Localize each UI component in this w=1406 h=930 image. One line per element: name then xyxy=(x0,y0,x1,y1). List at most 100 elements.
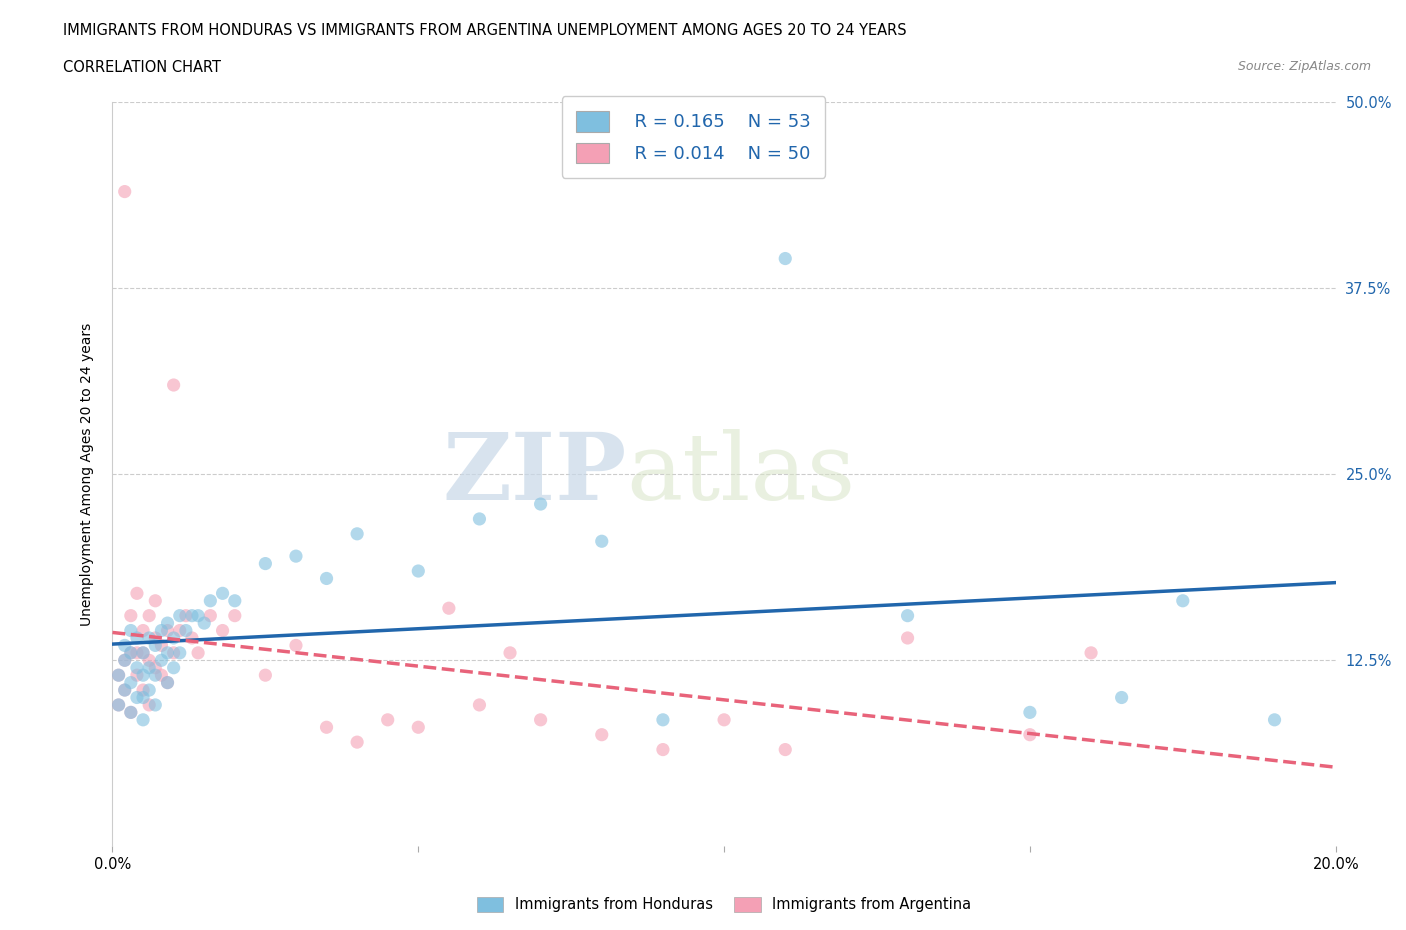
Point xyxy=(187,645,209,660)
Point xyxy=(156,675,179,690)
Point xyxy=(132,623,155,638)
Point xyxy=(530,712,553,727)
Point xyxy=(169,623,191,638)
Point xyxy=(143,660,166,675)
Point xyxy=(120,645,142,660)
Point xyxy=(125,668,148,683)
Point xyxy=(169,645,191,660)
Point xyxy=(187,608,209,623)
Point xyxy=(163,645,186,660)
Point xyxy=(775,251,797,266)
Point xyxy=(437,601,460,616)
Point xyxy=(138,683,160,698)
Point xyxy=(1264,712,1286,727)
Point xyxy=(254,556,277,571)
Point xyxy=(138,653,160,668)
Point xyxy=(346,526,368,541)
Point xyxy=(1018,727,1040,742)
Point xyxy=(1080,645,1102,660)
Point xyxy=(143,631,166,645)
Point xyxy=(254,668,277,683)
Y-axis label: Unemployment Among Ages 20 to 24 years: Unemployment Among Ages 20 to 24 years xyxy=(80,323,94,626)
Point xyxy=(138,660,160,675)
Point xyxy=(107,698,129,712)
Point xyxy=(143,638,166,653)
Point xyxy=(284,549,308,564)
Point xyxy=(163,631,186,645)
Point xyxy=(125,631,148,645)
Point xyxy=(114,653,136,668)
Point xyxy=(125,586,148,601)
Point xyxy=(138,608,160,623)
Point xyxy=(138,631,160,645)
Point xyxy=(591,534,613,549)
Point xyxy=(315,720,337,735)
Point xyxy=(132,683,155,698)
Text: Source: ZipAtlas.com: Source: ZipAtlas.com xyxy=(1237,60,1371,73)
Point xyxy=(114,683,136,698)
Point xyxy=(150,638,173,653)
Point xyxy=(120,623,142,638)
Point xyxy=(211,586,233,601)
Point xyxy=(1018,705,1040,720)
Point xyxy=(775,742,797,757)
Point xyxy=(408,564,430,578)
Text: atlas: atlas xyxy=(626,430,855,519)
Point xyxy=(499,645,522,660)
Point xyxy=(652,712,675,727)
Point xyxy=(169,608,191,623)
Point xyxy=(143,668,166,683)
Point xyxy=(150,653,173,668)
Point xyxy=(120,645,142,660)
Point xyxy=(1111,690,1133,705)
Point xyxy=(114,638,136,653)
Point xyxy=(163,378,186,392)
Point xyxy=(143,593,166,608)
Point xyxy=(200,608,222,623)
Point xyxy=(114,653,136,668)
Point xyxy=(125,645,148,660)
Point xyxy=(174,623,197,638)
Legend:   R = 0.165    N = 53,   R = 0.014    N = 50: R = 0.165 N = 53, R = 0.014 N = 50 xyxy=(562,97,825,178)
Point xyxy=(224,608,246,623)
Point xyxy=(120,675,142,690)
Point xyxy=(156,616,179,631)
Point xyxy=(107,668,129,683)
Point xyxy=(468,698,491,712)
Point xyxy=(530,497,553,512)
Point xyxy=(125,660,148,675)
Point xyxy=(200,593,222,608)
Point xyxy=(132,645,155,660)
Point xyxy=(156,645,179,660)
Point xyxy=(150,623,173,638)
Point xyxy=(193,616,215,631)
Point xyxy=(897,631,920,645)
Point xyxy=(132,690,155,705)
Point xyxy=(143,698,166,712)
Point xyxy=(107,668,129,683)
Point xyxy=(181,608,204,623)
Point xyxy=(174,608,197,623)
Point xyxy=(224,593,246,608)
Point xyxy=(120,705,142,720)
Point xyxy=(120,608,142,623)
Point xyxy=(156,623,179,638)
Point xyxy=(211,623,233,638)
Point xyxy=(346,735,368,750)
Point xyxy=(315,571,337,586)
Point xyxy=(408,720,430,735)
Point xyxy=(150,668,173,683)
Point xyxy=(156,675,179,690)
Point xyxy=(107,698,129,712)
Point xyxy=(468,512,491,526)
Point xyxy=(132,645,155,660)
Point xyxy=(1171,593,1194,608)
Point xyxy=(114,683,136,698)
Point xyxy=(591,727,613,742)
Legend: Immigrants from Honduras, Immigrants from Argentina: Immigrants from Honduras, Immigrants fro… xyxy=(471,891,977,918)
Text: ZIP: ZIP xyxy=(441,430,626,519)
Point xyxy=(132,668,155,683)
Point xyxy=(125,690,148,705)
Point xyxy=(377,712,399,727)
Point xyxy=(138,698,160,712)
